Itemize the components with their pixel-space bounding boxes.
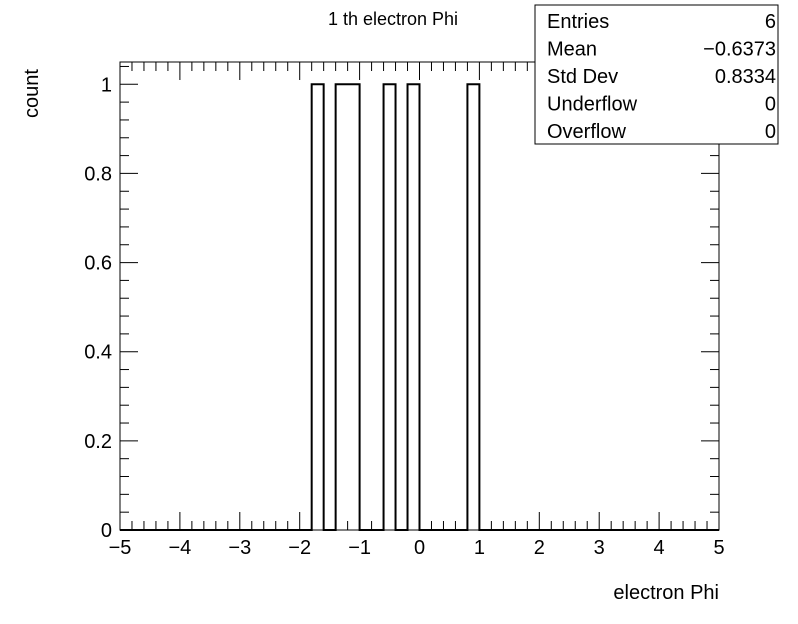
- x-axis-label: electron Phi: [613, 582, 719, 604]
- x-tick-label: 1: [474, 537, 485, 559]
- chart-title: 1 th electron Phi: [328, 9, 458, 29]
- stats-label: Overflow: [547, 121, 626, 143]
- stats-label: Underflow: [547, 94, 638, 116]
- x-tick-label: −3: [228, 537, 251, 559]
- y-tick-label: 0.2: [84, 431, 112, 453]
- x-tick-labels: −5 −4 −3 −2 −1 0 1 2 3 4 5: [109, 537, 725, 559]
- histogram-outline: [120, 83, 719, 531]
- x-tick-label: −1: [348, 537, 371, 559]
- y-tick-label: 1: [101, 74, 112, 96]
- stats-box: Entries 6 Mean −0.6373 Std Dev 0.8334 Underflo…: [534, 4, 779, 145]
- y-tick-label: 0.6: [84, 253, 112, 275]
- stats-label: Std Dev: [547, 66, 618, 88]
- stats-value: 6: [765, 11, 776, 33]
- y-tick-label: 0.8: [84, 163, 112, 185]
- x-tick-label: 2: [534, 537, 545, 559]
- x-tick-label: 0: [414, 537, 425, 559]
- y-axis-label: count: [21, 69, 43, 118]
- x-tick-label: 5: [713, 537, 724, 559]
- x-tick-label: −2: [288, 537, 311, 559]
- stats-value: −0.6373: [703, 39, 776, 61]
- stats-label: Entries: [547, 11, 609, 33]
- histogram-bar: [408, 84, 420, 530]
- stats-value: 0.8334: [715, 66, 776, 88]
- stats-label: Mean: [547, 39, 597, 61]
- y-tick-label: 0: [101, 520, 112, 542]
- histogram-bar: [467, 84, 479, 530]
- stats-value: 0: [765, 121, 776, 143]
- y-tick-labels: 0 0.2 0.4 0.6 0.8 1: [84, 74, 112, 542]
- y-tick-label: 0.4: [84, 342, 112, 364]
- x-tick-label: −4: [168, 537, 191, 559]
- x-tick-label: 4: [654, 537, 665, 559]
- x-tick-label: −5: [109, 537, 132, 559]
- histogram-bar: [336, 84, 360, 530]
- stats-value: 0: [765, 94, 776, 116]
- histogram-bar: [384, 84, 396, 530]
- x-tick-label: 3: [594, 537, 605, 559]
- stats-box-frame: [534, 4, 779, 145]
- histogram-bar: [312, 84, 324, 530]
